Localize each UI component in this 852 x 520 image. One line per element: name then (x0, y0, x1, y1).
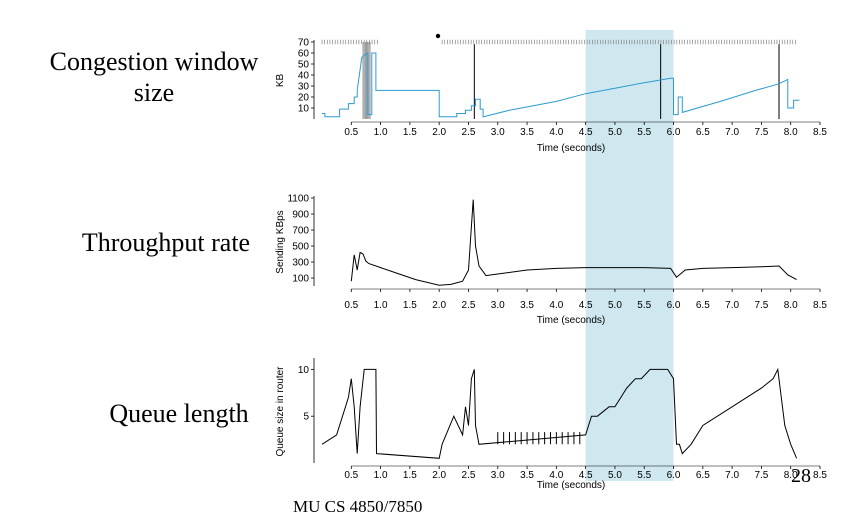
y-tick-label: 10 (298, 104, 310, 115)
event-dot (435, 33, 441, 39)
y-tick-label: 70 (298, 38, 310, 49)
footer-text: MU CS 4850/7850 (293, 497, 423, 516)
y-tick-label: 100 (292, 274, 309, 285)
x-tick-label: 7.0 (725, 127, 739, 138)
x-tick-label: 6.0 (667, 470, 681, 481)
y-tick-label: 60 (298, 49, 310, 60)
x-tick-label: 1.5 (403, 470, 417, 481)
y-axis-title: Sending KBps (275, 210, 286, 273)
x-tick-label: 5.5 (637, 127, 651, 138)
y-tick-label: 1100 (287, 194, 309, 205)
y-tick-label: 500 (292, 242, 309, 253)
y-tick-label: 700 (292, 226, 309, 237)
x-tick-label: 2.0 (432, 470, 446, 481)
x-tick-label: 2.5 (462, 127, 476, 138)
x-tick-label: 4.5 (579, 127, 593, 138)
x-tick-label: 8.0 (784, 300, 798, 311)
x-tick-label: 0.5 (344, 470, 358, 481)
x-axis-title: Time (seconds) (537, 143, 606, 154)
x-tick-label: 7.5 (754, 470, 768, 481)
throughput-series-line (350, 199, 797, 286)
cwnd-series-line (322, 52, 800, 118)
queue-label: Queue length (109, 399, 249, 428)
highlight-band (585, 30, 674, 481)
x-tick-label: 5.0 (608, 127, 622, 138)
x-tick-label: 3.0 (491, 300, 505, 311)
cwnd-label-line1: Congestion window (49, 47, 259, 76)
x-tick-label: 1.0 (374, 300, 388, 311)
cwnd-label-line2: size (133, 78, 175, 107)
x-tick-label: 2.5 (462, 300, 476, 311)
x-tick-label: 8.0 (784, 470, 798, 481)
x-axis-title: Time (seconds) (537, 480, 606, 491)
x-tick-label: 3.0 (491, 470, 505, 481)
x-tick-label: 3.5 (520, 470, 534, 481)
x-tick-label: 8.5 (813, 470, 827, 481)
page-number: 28 (791, 465, 811, 487)
x-tick-label: 2.5 (462, 470, 476, 481)
x-tick-label: 4.5 (579, 300, 593, 311)
x-tick-label: 8.5 (813, 300, 827, 311)
x-tick-label: 6.5 (696, 300, 710, 311)
throughput-label: Throughput rate (81, 228, 251, 257)
x-tick-label: 7.0 (725, 300, 739, 311)
x-tick-label: 3.5 (520, 127, 534, 138)
y-tick-label: 300 (292, 258, 309, 269)
y-tick-label: 30 (298, 82, 310, 93)
x-tick-label: 5.5 (637, 300, 651, 311)
y-tick-label: 50 (298, 60, 310, 71)
queue-series-line (321, 367, 798, 459)
chart-panel-3: 5 10 Queue size in router 0.5 1.0 1.5 2.0 2.5 3.… (275, 358, 827, 491)
x-tick-label: 6.0 (667, 127, 681, 138)
x-tick-label: 5.5 (637, 470, 651, 481)
y-tick-label: 20 (298, 93, 310, 104)
x-tick-label: 6.0 (667, 300, 681, 311)
x-axis-title: Time (seconds) (537, 315, 606, 326)
x-tick-label: 6.5 (696, 470, 710, 481)
y-tick-label: 900 (292, 210, 309, 221)
x-tick-label: 1.0 (374, 470, 388, 481)
x-tick-label: 3.5 (520, 300, 534, 311)
x-tick-label: 0.5 (344, 127, 358, 138)
x-tick-label: 5.0 (608, 470, 622, 481)
x-tick-label: 3.0 (491, 127, 505, 138)
x-tick-label: 1.5 (403, 300, 417, 311)
x-tick-label: 7.5 (754, 127, 768, 138)
x-tick-label: 7.5 (754, 300, 768, 311)
x-tick-label: 8.5 (813, 127, 827, 138)
x-tick-label: 4.5 (579, 470, 593, 481)
x-tick-label: 4.0 (549, 300, 563, 311)
x-tick-label: 1.5 (403, 127, 417, 138)
x-tick-label: 1.0 (374, 127, 388, 138)
y-tick-label: 40 (298, 71, 310, 82)
x-tick-label: 8.0 (784, 127, 798, 138)
x-tick-label: 4.0 (549, 127, 563, 138)
x-tick-label: 4.0 (549, 470, 563, 481)
y-axis-title: Queue size in router (275, 366, 286, 457)
y-tick-label: 5 (303, 412, 309, 423)
x-tick-label: 0.5 (344, 300, 358, 311)
cwnd-label: Congestion window size (30, 46, 278, 108)
y-tick-label: 10 (298, 365, 310, 376)
y-axis-title: KB (275, 74, 286, 88)
x-tick-label: 2.0 (432, 300, 446, 311)
x-tick-label: 5.0 (608, 300, 622, 311)
x-tick-label: 6.5 (696, 127, 710, 138)
x-tick-label: 7.0 (725, 470, 739, 481)
x-tick-label: 2.0 (432, 127, 446, 138)
